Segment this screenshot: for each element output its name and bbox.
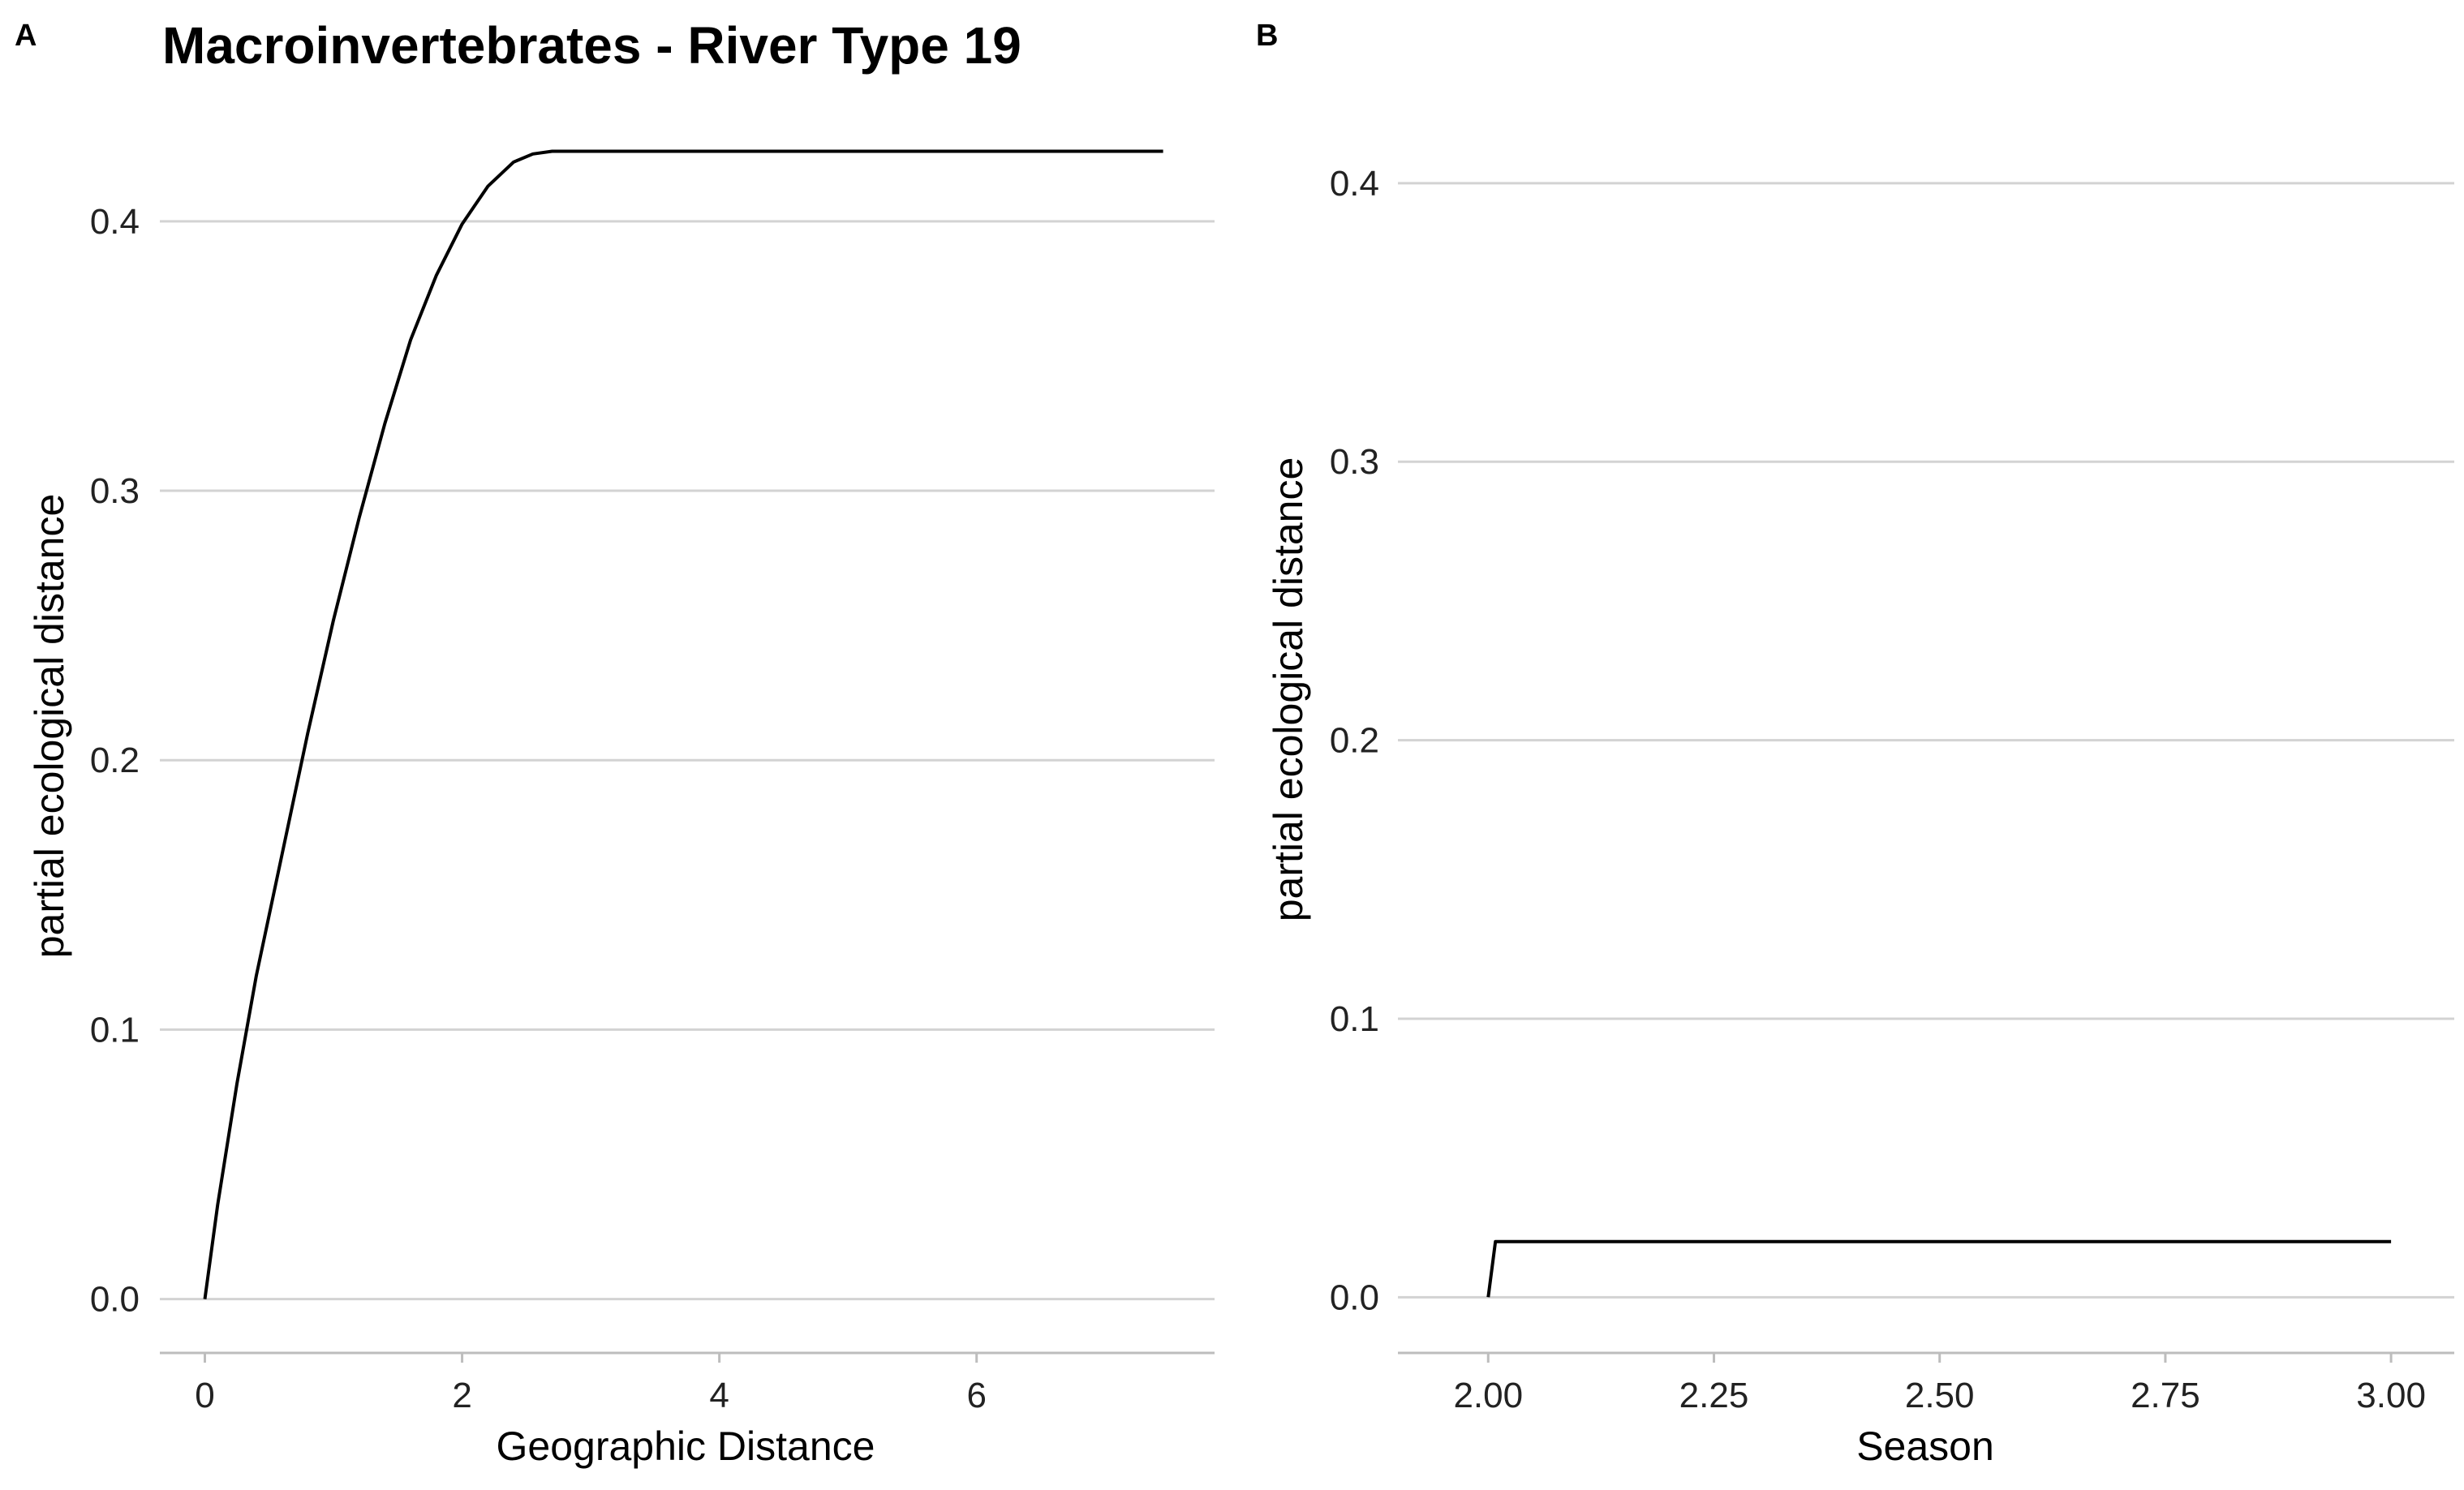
panel-b-x-tick-label: 2.25 — [1679, 1376, 1749, 1415]
panel-b-x-tick-label: 3.00 — [2356, 1376, 2426, 1415]
panel-a-x-tick-label: 6 — [966, 1376, 986, 1415]
panel-a-y-tick-label: 0.0 — [90, 1280, 140, 1320]
panel-a-y-tick-label: 0.1 — [90, 1010, 140, 1050]
panel-a-y-axis-label: partial ecological distance — [27, 494, 72, 959]
panel-b-y-tick-label: 0.2 — [1330, 721, 1379, 761]
panel-b-y-tick-label: 0.3 — [1330, 442, 1379, 482]
figure-title: Macroinvertebrates - River Type 19 — [162, 16, 1021, 75]
panel-b-y-tick-label: 0.4 — [1330, 164, 1379, 204]
panel-a-y-tick-label: 0.4 — [90, 202, 140, 242]
panel-a-x-tick-label: 4 — [709, 1376, 729, 1415]
panel-b-series-line — [1486, 1239, 2392, 1298]
panel-b-y-axis-label: partial ecological distance — [1266, 457, 1311, 922]
panel-a-x-axis-label: Geographic Distance — [497, 1423, 875, 1469]
panel-letter-a: A — [15, 19, 37, 53]
panel-a-y-tick-label: 0.3 — [90, 471, 140, 511]
panel-letter-b: B — [1256, 19, 1278, 53]
panel-a-plot: 0.0 0.1 0.2 0.3 0.4 0 2 4 6 — [90, 149, 1215, 1415]
panel-a-y-tick-label: 0.2 — [90, 741, 140, 780]
panel-a-series-line — [203, 149, 1163, 1299]
panel-a-x-tick-label: 0 — [195, 1376, 214, 1415]
panel-a-x-tick-label: 2 — [452, 1376, 471, 1415]
panel-b-x-tick-label: 2.50 — [1905, 1376, 1975, 1415]
panel-b-x-axis-label: Season — [1856, 1423, 1994, 1469]
panel-b-x-tick-label: 2.00 — [1453, 1376, 1523, 1415]
panel-b-y-tick-label: 0.0 — [1330, 1277, 1379, 1317]
panel-b-plot: 0.0 0.1 0.2 0.3 0.4 2.00 2.25 2.50 2.75 3.00 — [1330, 164, 2454, 1415]
panel-b-y-tick-label: 0.1 — [1330, 999, 1379, 1039]
panel-b-x-tick-label: 2.75 — [2131, 1376, 2200, 1415]
